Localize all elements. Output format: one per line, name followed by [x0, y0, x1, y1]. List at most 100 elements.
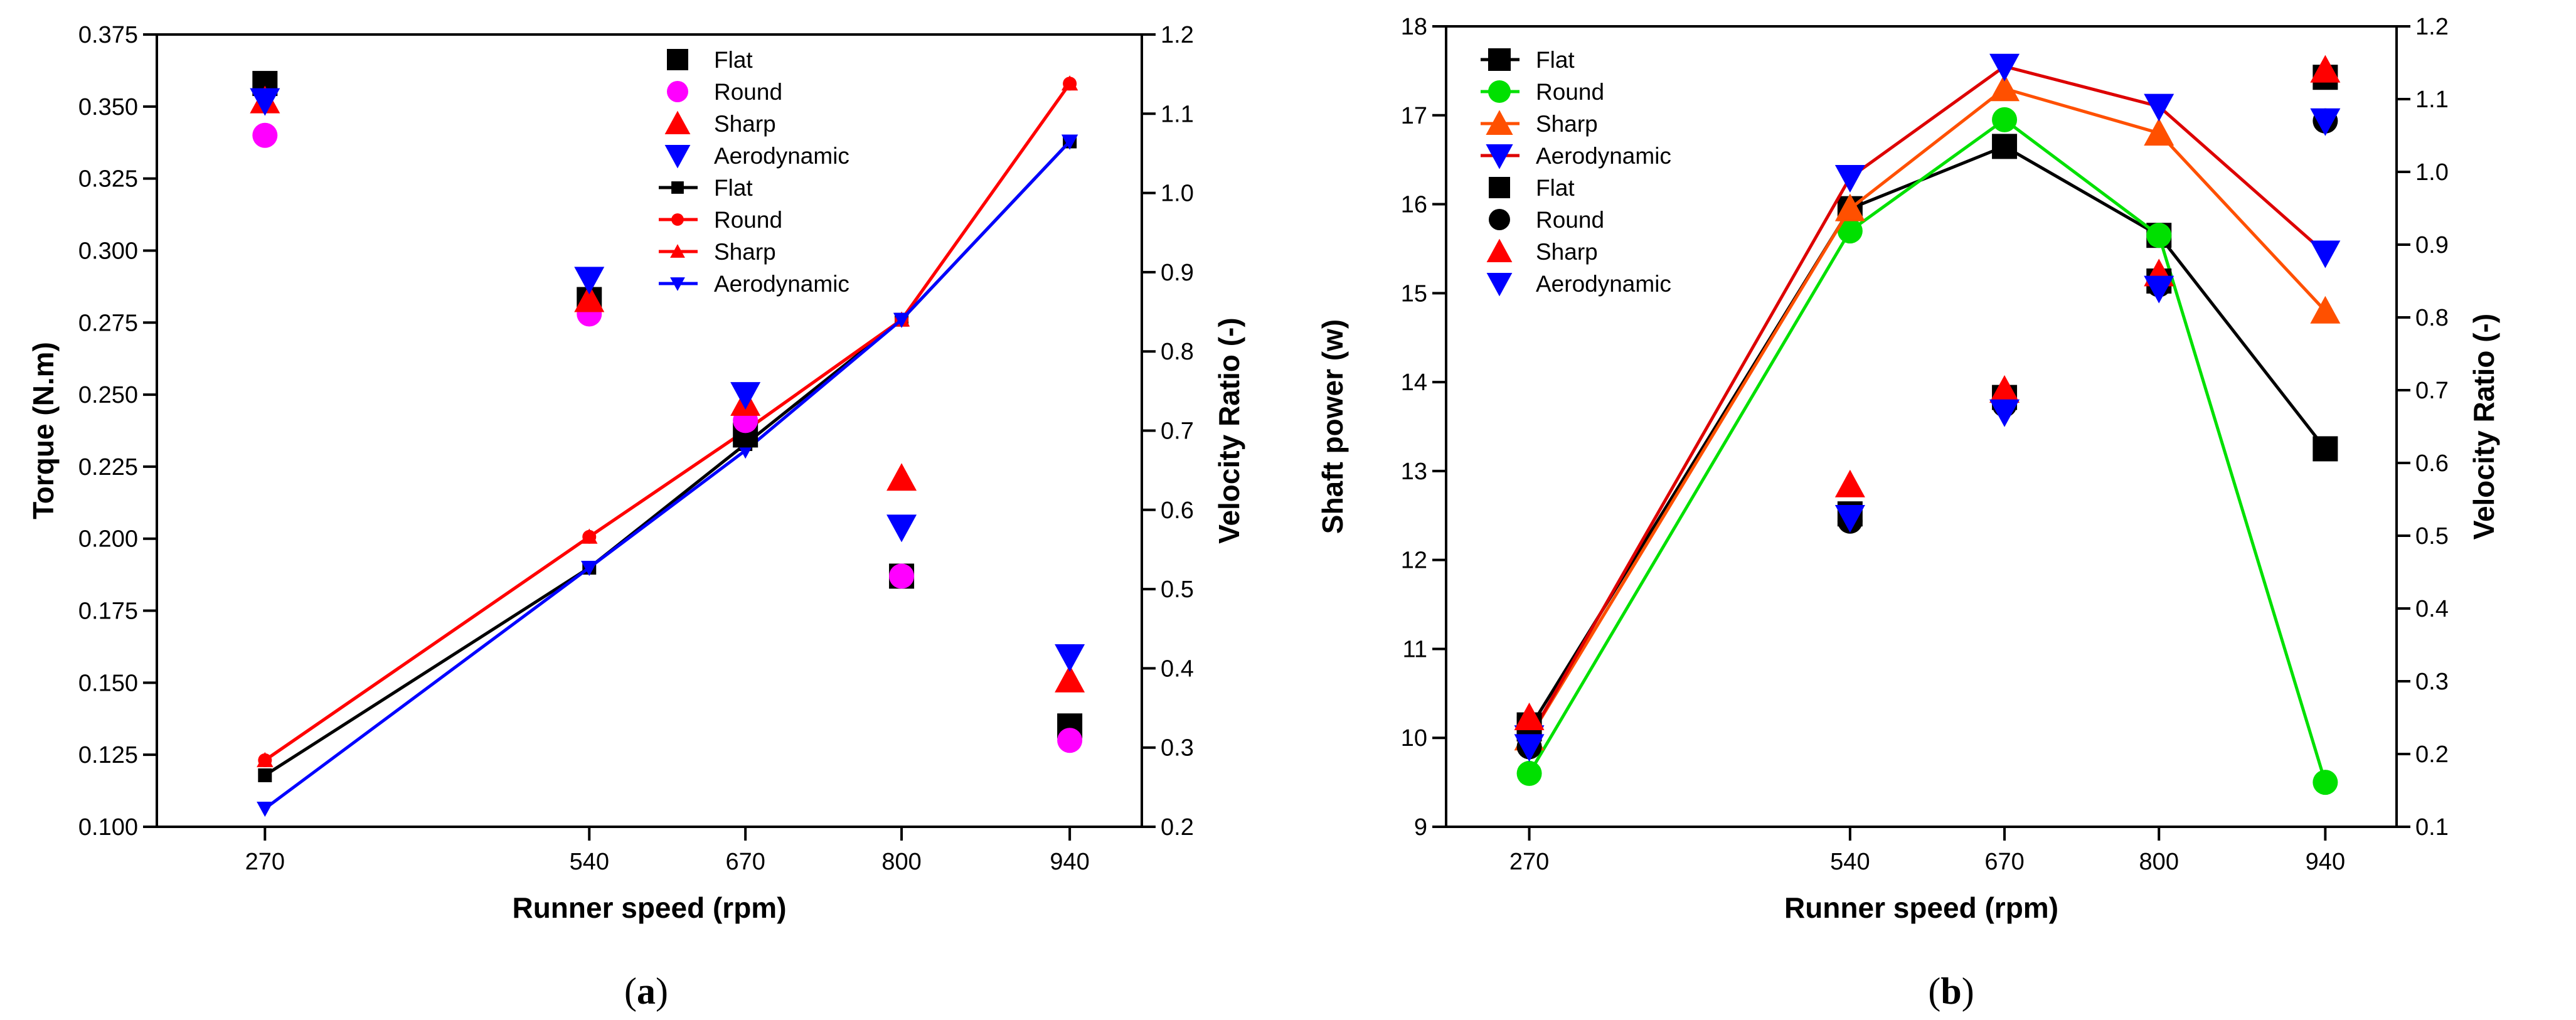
y-left-tick-label: 0.225	[78, 454, 138, 481]
line-series-round	[1528, 117, 2327, 783]
y-right-tick-label: 0.9	[1161, 260, 1194, 286]
y-right-tick-label: 1.2	[2415, 14, 2449, 40]
plot-frame	[1445, 25, 2398, 828]
scatter-point-round	[1057, 728, 1083, 753]
legend-label: Round	[1536, 79, 1604, 105]
scatter-point-aerodynamic	[1989, 399, 2020, 427]
y-left-tick-label: 11	[1403, 636, 1427, 662]
x-axis-title: Runner speed (rpm)	[1784, 891, 2058, 924]
y-right-tick-label: 0.2	[2415, 741, 2449, 768]
y-right-tick-label: 1.2	[1161, 22, 1194, 48]
scatter-point-aerodynamic	[1514, 734, 1545, 762]
line-series-flat	[1528, 144, 2327, 730]
x-axis-title: Runner speed (rpm)	[512, 891, 786, 924]
scatter-point-sharp	[2310, 55, 2341, 83]
legend-marker	[671, 181, 684, 194]
y-left-tick-label: 17	[1401, 103, 1427, 129]
line-series-sharp	[1528, 87, 2327, 739]
y-left-tick-label: 15	[1401, 280, 1427, 307]
line-point-aerodynamic	[893, 312, 910, 328]
line-point-sharp	[257, 752, 274, 767]
legend-label: Sharp	[714, 239, 776, 265]
y-left-tick-label: 0.175	[78, 598, 138, 625]
x-tick-label: 800	[2139, 849, 2179, 875]
x-tick-label: 670	[725, 849, 765, 875]
x-tick-label: 540	[570, 849, 609, 875]
legend-label: Aerodynamic	[1536, 143, 1671, 169]
line-point-aerodynamic	[2310, 240, 2341, 268]
legend-marker	[1488, 80, 1511, 103]
legend-marker	[1489, 209, 1510, 230]
x-tick-label: 270	[1509, 849, 1549, 875]
legend-label: Round	[1536, 207, 1604, 233]
y-left-tick-label: 16	[1401, 192, 1427, 218]
legend-label: Aerodynamic	[714, 143, 849, 169]
scatter-point-aerodynamic	[730, 382, 761, 410]
legend-label: Round	[714, 79, 782, 105]
line-series-aerodynamic	[263, 140, 1071, 810]
line-point-sharp	[1989, 73, 2020, 102]
legend-marker	[1489, 177, 1510, 198]
legend-marker	[664, 110, 691, 134]
y-right-tick-label: 0.8	[1161, 339, 1194, 365]
legend-marker	[1486, 110, 1513, 135]
y-right-tick-label: 0.8	[2415, 305, 2449, 331]
caption-letter: a	[637, 970, 656, 1012]
y-right-tick-label: 1.1	[1161, 101, 1194, 127]
line-point-aerodynamic	[1834, 165, 1865, 193]
legend-marker	[670, 244, 685, 258]
x-tick-label: 670	[1984, 849, 2024, 875]
y-left-tick-label: 0.325	[78, 166, 138, 193]
x-tick-label: 940	[1050, 849, 1089, 875]
y-left-tick-label: 0.300	[78, 238, 138, 264]
x-tick-label: 940	[2306, 849, 2345, 875]
y-right-tick-label: 0.5	[2415, 523, 2449, 550]
figure-caption: (a)	[624, 970, 668, 1012]
y-right-axis-title: Velocity Ratio (-)	[1213, 317, 1245, 543]
y-left-axis-title: Shaft power (w)	[1316, 319, 1349, 534]
legend-marker	[1488, 48, 1511, 71]
line-point-aerodynamic	[581, 560, 598, 576]
legend-marker	[1486, 144, 1513, 169]
legend-label: Round	[714, 207, 782, 233]
caption-letter: b	[1940, 970, 1961, 1012]
legend-label: Sharp	[714, 111, 776, 137]
legend-marker	[667, 49, 688, 70]
y-left-tick-label: 13	[1401, 459, 1427, 485]
scatter-point-aerodynamic	[250, 88, 280, 116]
legend-label: Aerodynamic	[714, 271, 849, 297]
x-tick-label: 800	[881, 849, 921, 875]
y-left-tick-label: 0.250	[78, 382, 138, 408]
y-right-tick-label: 0.4	[1161, 656, 1194, 682]
scatter-point-sharp	[886, 463, 917, 491]
scatter-point-sharp	[1989, 375, 2020, 403]
x-tick-label: 270	[245, 849, 285, 875]
legend-label: Sharp	[1536, 239, 1598, 265]
legend-marker	[670, 277, 685, 291]
line-point-round	[2313, 770, 2338, 795]
y-right-tick-label: 1.1	[2415, 87, 2449, 113]
line-point-flat	[2313, 436, 2338, 462]
y-right-tick-label: 0.3	[2415, 669, 2449, 695]
y-left-tick-label: 18	[1401, 14, 1427, 40]
scatter-point-aerodynamic	[1055, 644, 1085, 672]
line-point-aerodynamic	[257, 801, 274, 817]
y-left-tick-label: 0.125	[78, 742, 138, 768]
line-point-round	[2146, 223, 2172, 248]
y-left-tick-label: 0.350	[78, 94, 138, 120]
legend-label: Aerodynamic	[1536, 271, 1671, 297]
scatter-point-aerodynamic	[1834, 505, 1865, 533]
y-left-tick-label: 12	[1401, 548, 1427, 574]
y-left-tick-label: 10	[1401, 725, 1427, 752]
y-left-tick-label: 0.100	[78, 814, 138, 841]
legend-label: Flat	[714, 175, 753, 201]
line-point-sharp	[2144, 118, 2174, 146]
y-right-tick-label: 0.4	[2415, 596, 2449, 622]
scatter-point-sharp	[1055, 664, 1085, 693]
line-series-round	[263, 82, 1072, 762]
scatter-point-aerodynamic	[2144, 275, 2174, 304]
y-right-tick-label: 1.0	[2415, 159, 2449, 186]
y-right-tick-label: 0.3	[1161, 735, 1194, 762]
y-right-tick-label: 0.2	[1161, 814, 1194, 841]
